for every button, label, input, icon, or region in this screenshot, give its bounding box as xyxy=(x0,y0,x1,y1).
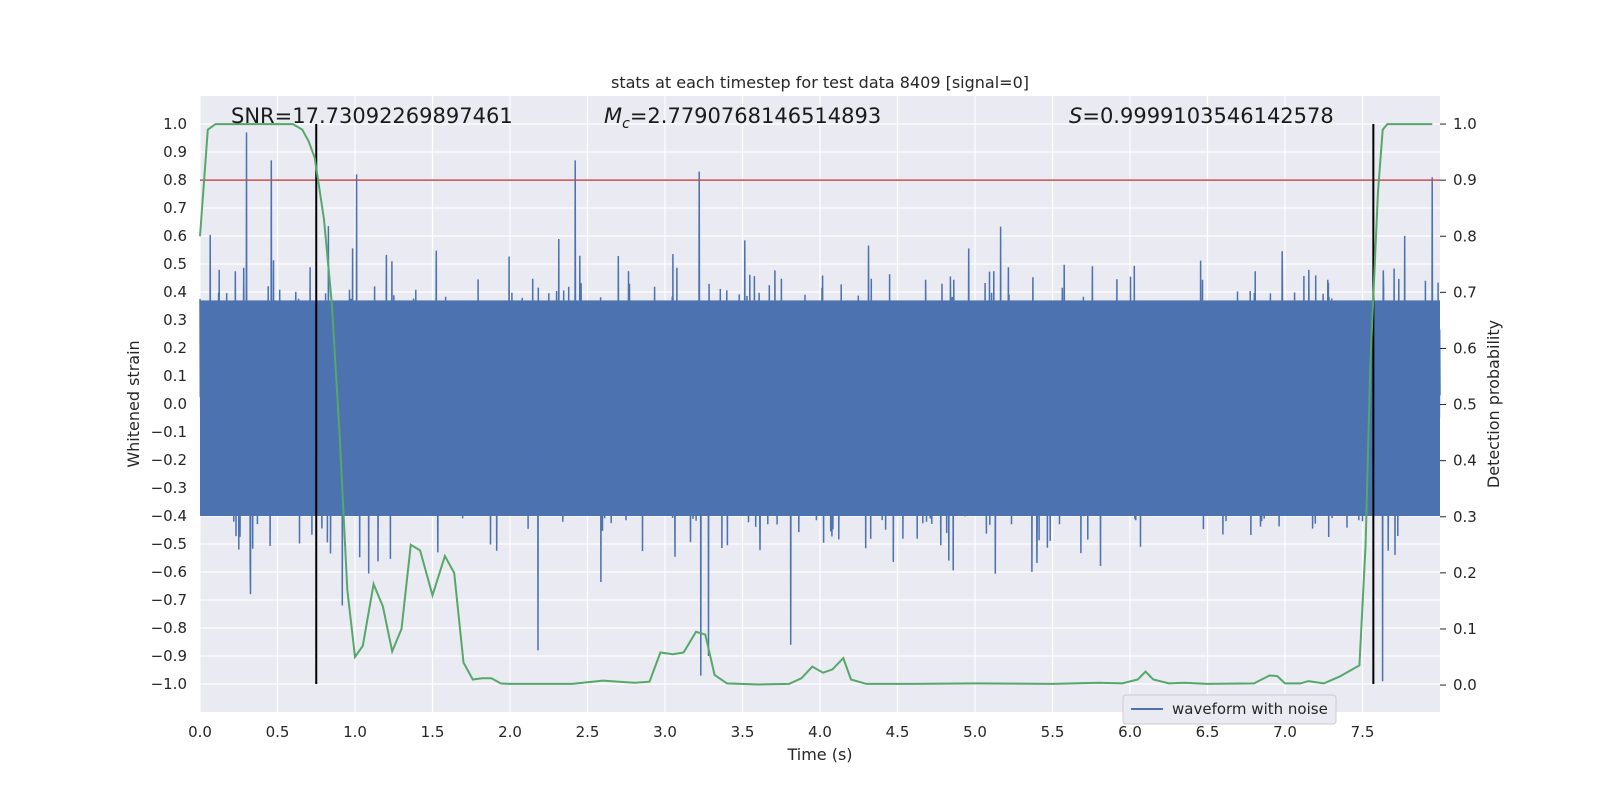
y2-tick-label: 0.6 xyxy=(1453,339,1477,357)
y-tick-label: 0.5 xyxy=(163,255,187,273)
x-tick-label: 2.5 xyxy=(576,723,600,741)
probability-line xyxy=(199,123,1433,686)
y2-tick-label: 0.4 xyxy=(1453,452,1477,470)
x-tick-label: 6.0 xyxy=(1118,723,1142,741)
annotation-mc-subscript: c xyxy=(622,116,630,132)
y-tick-label: 0.4 xyxy=(163,283,187,301)
x-tick-label: 6.5 xyxy=(1196,723,1220,741)
y2-tick-label: 0.7 xyxy=(1453,283,1477,301)
legend-label: waveform with noise xyxy=(1172,700,1328,718)
y-tick-label: −0.6 xyxy=(151,563,187,581)
y-tick-label: −0.7 xyxy=(151,591,187,609)
y-tick-label: 0.7 xyxy=(163,199,187,217)
y-tick-label: 0.2 xyxy=(163,339,187,357)
annotation-mc: Mc=2.7790768146514893 xyxy=(604,104,881,132)
y-tick-label: 1.0 xyxy=(163,115,187,133)
x-tick-label: 0.0 xyxy=(188,723,212,741)
x-tick-label: 1.0 xyxy=(343,723,367,741)
x-tick-label: 0.5 xyxy=(266,723,290,741)
annotation-s: S=0.9999103546142578 xyxy=(1069,104,1334,128)
y-axis-label: Whitened strain xyxy=(124,340,143,467)
annotation-s-symbol: S xyxy=(1069,104,1082,128)
y2-tick-label: 1.0 xyxy=(1453,115,1477,133)
y-tick-label: −0.4 xyxy=(151,507,187,525)
x-tick-label: 7.5 xyxy=(1351,723,1375,741)
y-tick-label: 0.8 xyxy=(163,171,187,189)
x-tick-label: 5.5 xyxy=(1041,723,1065,741)
y-tick-label: 0.3 xyxy=(163,311,187,329)
y-tick-label: −0.9 xyxy=(151,647,187,665)
y-tick-label: −1.0 xyxy=(151,675,187,693)
x-tick-label: 5.0 xyxy=(963,723,987,741)
chart-title: stats at each timestep for test data 840… xyxy=(611,73,1029,92)
y-tick-label: 0.1 xyxy=(163,367,187,385)
axis-ticks: 0.0 0.5 1.0 1.5 2.0 2.5 3.0 3.5 4.0 4.5 5.0 5.5 6.0 6… xyxy=(151,115,1477,741)
x-tick-label: 4.0 xyxy=(808,723,832,741)
x-tick-label: 1.5 xyxy=(421,723,445,741)
y-tick-label: 0.6 xyxy=(163,227,187,245)
y-tick-label: −0.5 xyxy=(151,535,187,553)
y-tick-label: 0.0 xyxy=(163,395,187,413)
y2-tick-label: 0.9 xyxy=(1453,171,1477,189)
waveform-line xyxy=(199,132,1441,682)
annotation-s-value: =0.9999103546142578 xyxy=(1082,104,1333,128)
probability-series xyxy=(199,123,1433,686)
y2-tick-label: 0.3 xyxy=(1453,508,1477,526)
y2-tick-label: 0.2 xyxy=(1453,564,1477,582)
x-tick-label: 3.5 xyxy=(731,723,755,741)
y-tick-label: −0.1 xyxy=(151,423,187,441)
x-tick-label: 3.0 xyxy=(653,723,677,741)
y2-tick-label: 0.1 xyxy=(1453,620,1477,638)
x-tick-label: 2.0 xyxy=(498,723,522,741)
y2-tick-label: 0.5 xyxy=(1453,396,1477,414)
annotation-mc-symbol: M xyxy=(604,104,622,128)
y-tick-label: 0.9 xyxy=(163,143,187,161)
x-axis-label: Time (s) xyxy=(786,745,852,764)
y-tick-label: −0.3 xyxy=(151,479,187,497)
y2-axis-label: Detection probability xyxy=(1484,320,1503,488)
legend: waveform with noise xyxy=(1122,694,1337,725)
y-tick-label: −0.2 xyxy=(151,451,187,469)
legend-box xyxy=(1122,694,1337,725)
y2-tick-label: 0.8 xyxy=(1453,227,1477,245)
overlay-lines xyxy=(200,124,1440,684)
x-tick-label: 7.0 xyxy=(1273,723,1297,741)
y-tick-label: −0.8 xyxy=(151,619,187,637)
annotation-mc-value: =2.7790768146514893 xyxy=(630,104,881,128)
annotation-snr: SNR=17.73092269897461 xyxy=(231,104,513,128)
x-tick-label: 4.5 xyxy=(886,723,910,741)
waveform-series xyxy=(199,132,1441,682)
y2-tick-label: 0.0 xyxy=(1453,676,1477,694)
